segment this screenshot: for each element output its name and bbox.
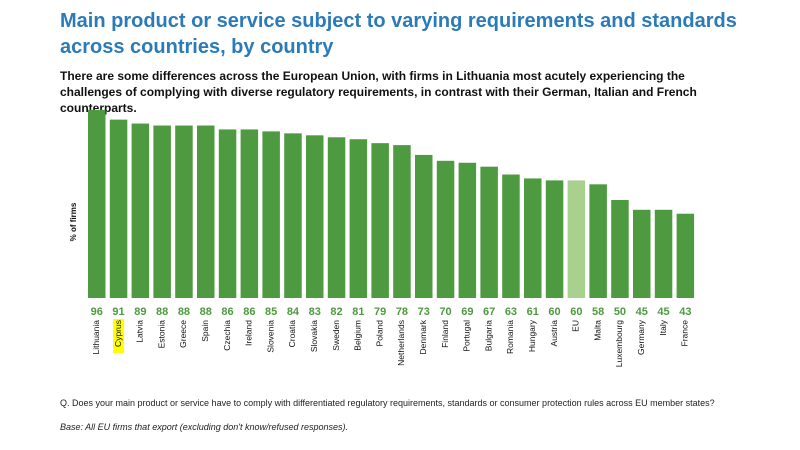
bar-lithuania	[88, 109, 106, 298]
bar-spain	[197, 125, 215, 299]
value-label-luxembourg: 50	[614, 306, 626, 318]
bar-eu	[567, 180, 586, 298]
category-label-bulgaria: Bulgaria	[483, 320, 493, 351]
value-label-malta: 58	[592, 306, 604, 318]
bar-croatia	[284, 133, 302, 298]
value-label-finland: 70	[439, 306, 451, 318]
category-label-luxembourg: Luxembourg	[614, 320, 624, 368]
value-label-cyprus: 91	[112, 306, 124, 318]
value-label-ireland: 86	[243, 306, 255, 318]
category-label-germany: Germany	[636, 319, 646, 355]
value-label-denmark: 73	[418, 306, 430, 318]
bar-greece	[175, 125, 193, 299]
bar-slovenia	[262, 131, 280, 298]
category-label-latvia: Latvia	[135, 320, 145, 343]
value-label-france: 43	[679, 306, 691, 318]
value-label-czechia: 86	[221, 306, 233, 318]
bar-hungary	[524, 178, 542, 298]
bar-cyprus	[109, 119, 128, 298]
category-label-austria: Austria	[549, 320, 559, 347]
bar-belgium	[349, 139, 368, 298]
category-label-italy: Italy	[658, 319, 668, 335]
category-label-hungary: Hungary	[527, 319, 537, 352]
value-label-croatia: 84	[287, 306, 300, 318]
category-label-slovenia: Slovenia	[265, 320, 275, 353]
category-label-lithuania: Lithuania	[91, 320, 101, 355]
label-highlight-cyprus	[113, 319, 125, 353]
category-label-greece: Greece	[178, 320, 188, 348]
y-axis-label: % of firms	[69, 202, 78, 241]
bar-portugal	[458, 162, 477, 298]
value-label-eu: 60	[570, 306, 582, 318]
bar-estonia	[153, 125, 171, 299]
value-label-estonia: 88	[156, 306, 168, 318]
value-label-sweden: 82	[330, 306, 342, 318]
bar-sweden	[327, 137, 346, 298]
value-label-greece: 88	[178, 306, 190, 318]
bar-luxembourg	[611, 200, 629, 298]
category-label-estonia: Estonia	[156, 320, 166, 349]
question-note: Q. Does your main product or service hav…	[60, 398, 715, 408]
category-label-croatia: Croatia	[287, 320, 297, 348]
category-label-czechia: Czechia	[222, 320, 232, 351]
value-label-belgium: 81	[352, 306, 364, 318]
category-label-denmark: Denmark	[418, 319, 428, 354]
bar-poland	[371, 143, 389, 298]
bar-france	[676, 213, 695, 298]
bar-chart: 96 91 89 88 88 88 86 86 85 84 83 82 81 79 78 73 70 69 67 63…	[69, 109, 695, 368]
value-label-portugal: 69	[461, 306, 473, 318]
bar-malta	[589, 184, 607, 298]
category-label-poland: Poland	[374, 320, 384, 347]
bar-latvia	[131, 123, 150, 298]
chart-subtitle: There are some differences across the Eu…	[60, 69, 697, 115]
value-label-slovakia: 83	[309, 306, 321, 318]
bar-slovakia	[306, 135, 324, 298]
value-label-italy: 45	[657, 306, 669, 318]
value-label-austria: 60	[548, 306, 560, 318]
bar-czechia	[218, 129, 237, 298]
value-label-netherlands: 78	[396, 306, 408, 318]
bar-romania	[502, 174, 520, 298]
value-label-spain: 88	[200, 306, 212, 318]
bar-ireland	[240, 129, 259, 298]
bar-finland	[436, 160, 455, 298]
bar-netherlands	[393, 145, 411, 298]
category-label-portugal: Portugal	[462, 320, 472, 352]
value-label-germany: 45	[636, 306, 648, 318]
base-note: Base: All EU firms that export (excludin…	[60, 422, 349, 432]
category-label-romania: Romania	[505, 320, 515, 354]
category-label-sweden: Sweden	[331, 320, 341, 351]
category-label-netherlands: Netherlands	[396, 320, 406, 366]
category-label-france: France	[680, 320, 690, 347]
category-label-cyprus: Cyprus	[113, 320, 123, 347]
value-label-poland: 79	[374, 306, 386, 318]
category-label-malta: Malta	[592, 320, 602, 341]
value-label-romania: 63	[505, 306, 517, 318]
category-label-slovakia: Slovakia	[309, 320, 319, 352]
value-label-lithuania: 96	[91, 306, 103, 318]
bar-italy	[654, 209, 673, 298]
bar-germany	[633, 209, 651, 298]
category-label-finland: Finland	[440, 320, 450, 348]
bar-denmark	[415, 154, 433, 298]
value-label-latvia: 89	[134, 306, 146, 318]
category-label-ireland: Ireland	[244, 320, 254, 346]
category-label-eu: EU	[571, 320, 581, 332]
category-label-belgium: Belgium	[353, 320, 363, 351]
category-label-spain: Spain	[200, 320, 210, 342]
value-label-slovenia: 85	[265, 306, 277, 318]
chart-title: Main product or service subject to varyi…	[60, 10, 737, 58]
bar-bulgaria	[480, 166, 498, 298]
value-label-bulgaria: 67	[483, 306, 495, 318]
bar-austria	[545, 180, 564, 298]
value-label-hungary: 61	[527, 306, 539, 318]
